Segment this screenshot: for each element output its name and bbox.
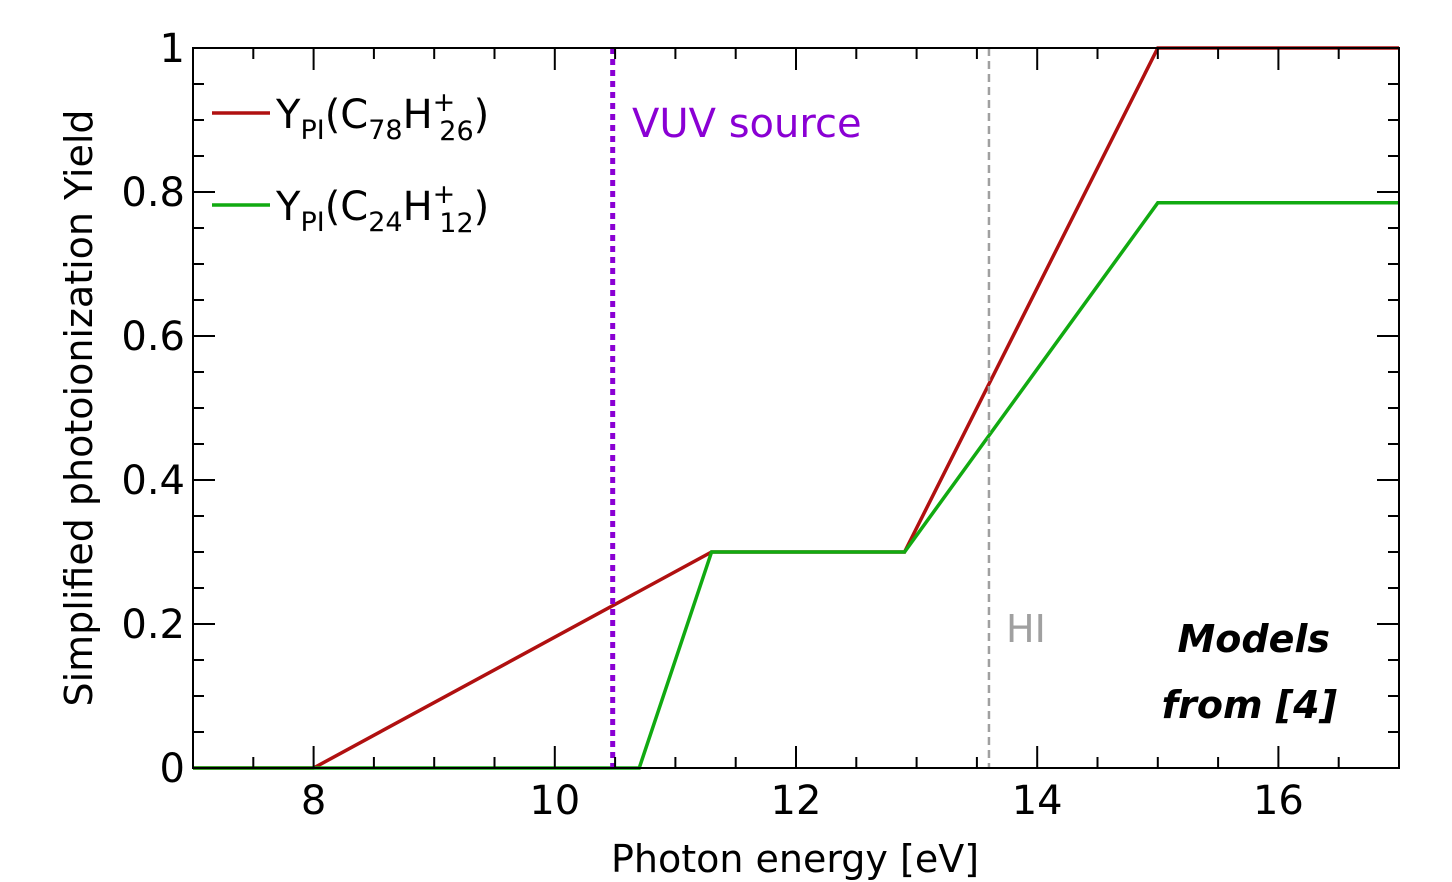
legend-paren-open: ( — [325, 184, 341, 230]
vuv-source-label: VUV source — [632, 101, 862, 147]
legend-paren-close: ) — [474, 184, 490, 230]
y-tick-label: 0.8 — [121, 170, 185, 216]
legend-symbol: Y — [275, 184, 301, 230]
legend-element-b-sup: + — [433, 179, 456, 210]
y-tick-label: 0.2 — [121, 602, 185, 648]
x-tick-label: 12 — [771, 778, 822, 824]
legend-symbol-sub: PI — [300, 207, 324, 238]
legend-element-a-sub: 78 — [368, 115, 402, 146]
y-tick-label: 0 — [160, 746, 185, 792]
legend-element-b: H — [403, 92, 433, 138]
legend-element-b: H — [403, 184, 433, 230]
legend-element-b-sub: 12 — [439, 208, 473, 239]
legend-paren-close: ) — [474, 92, 490, 138]
x-tick-label: 16 — [1253, 778, 1304, 824]
x-tick-labels: 8 10 12 14 16 — [301, 778, 1304, 824]
y-axis-title: Simplified photoionization Yield — [57, 109, 101, 706]
y-tick-labels: 0 0.2 0.4 0.6 0.8 1 — [121, 26, 185, 792]
x-tick-label: 14 — [1012, 778, 1063, 824]
legend: YPI(C78H+ 26) YPI(C24H+ 12) — [212, 87, 489, 239]
y-tick-label: 1 — [160, 26, 185, 72]
legend-element-a-sub: 24 — [368, 207, 402, 238]
legend-element-a: C — [340, 92, 368, 138]
x-tick-label: 8 — [301, 778, 326, 824]
legend-label-c78h26: YPI(C78H+ 26) — [275, 87, 489, 147]
hi-label: HI — [1006, 607, 1046, 651]
legend-element-b-sup: + — [433, 87, 456, 118]
legend-element-b-sub: 26 — [439, 116, 473, 147]
legend-symbol-sub: PI — [300, 115, 324, 146]
legend-label-c24h12: YPI(C24H+ 12) — [275, 179, 489, 239]
legend-symbol: Y — [275, 92, 301, 138]
models-annotation-line2: from [4] — [1162, 683, 1338, 727]
tick-marks — [192, 47, 1400, 769]
legend-paren-open: ( — [325, 92, 341, 138]
x-axis-title: Photon energy [eV] — [611, 837, 979, 881]
y-tick-label: 0.4 — [121, 458, 185, 504]
y-tick-label: 0.6 — [121, 314, 185, 360]
legend-element-a: C — [340, 184, 368, 230]
x-tick-label: 10 — [529, 778, 580, 824]
models-annotation-line1: Models — [1177, 617, 1330, 661]
